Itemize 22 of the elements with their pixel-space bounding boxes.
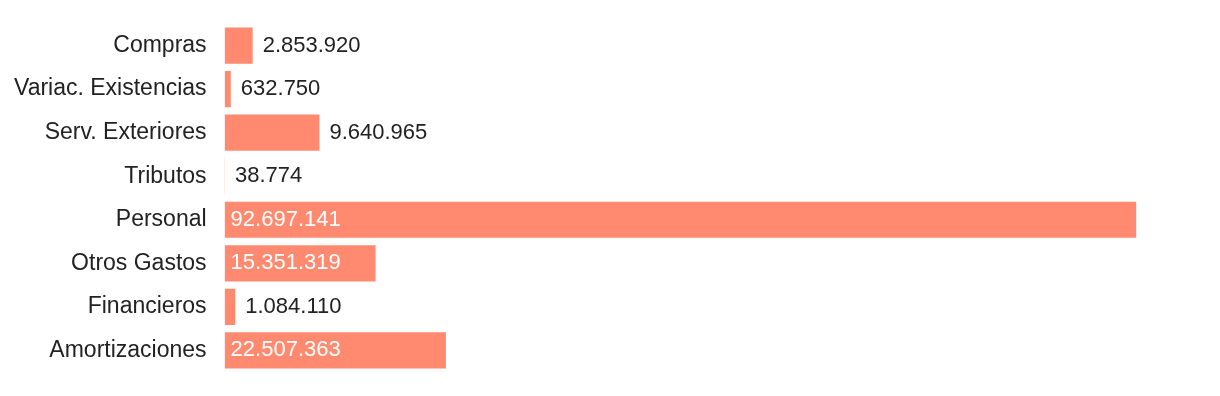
data-label: 38.774 xyxy=(234,162,303,188)
y-tick-label: Amortizaciones xyxy=(49,335,207,362)
data-label: 22.507.363 xyxy=(230,336,341,362)
data-label: 92.697.141 xyxy=(230,205,341,231)
y-tick-label: Financieros xyxy=(87,292,207,319)
data-label: 9.640.965 xyxy=(329,118,428,144)
bar xyxy=(224,332,446,369)
y-tick-label: Variac. Existencias xyxy=(14,74,207,101)
data-label: 632.750 xyxy=(240,75,321,101)
bar xyxy=(224,27,253,64)
data-label: 15.351.319 xyxy=(230,249,341,275)
y-tick-label: Otros Gastos xyxy=(71,248,207,275)
y-tick-label: Tributos xyxy=(124,161,207,188)
y-tick-label: Compras xyxy=(113,30,207,57)
data-label: 2.853.920 xyxy=(262,31,361,57)
bar xyxy=(224,114,320,151)
y-tick-label: Personal xyxy=(115,205,207,232)
bar xyxy=(224,201,1137,238)
bar xyxy=(224,71,231,108)
y-tick-label: Serv. Exteriores xyxy=(44,118,207,145)
bar xyxy=(224,288,236,325)
data-label: 1.084.110 xyxy=(245,292,342,318)
